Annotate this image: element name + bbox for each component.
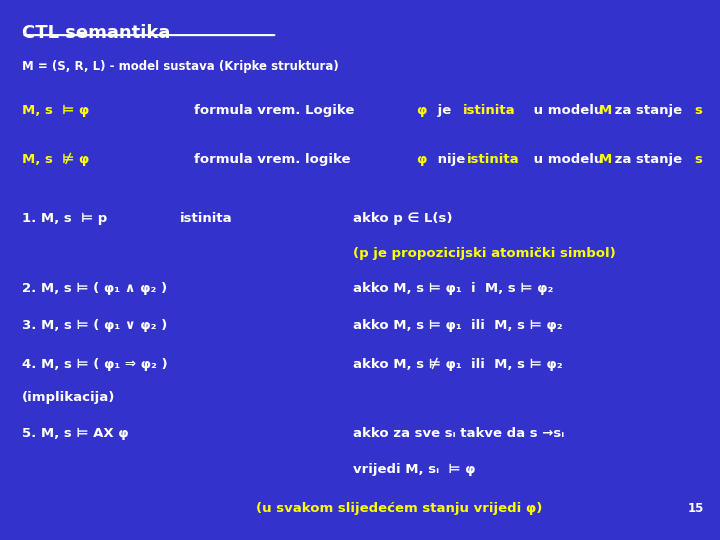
Text: (p je propozicijski atomički simbol): (p je propozicijski atomički simbol) [353, 247, 616, 260]
Text: 3. M, s ⊨ ( φ₁ ∨ φ₂ ): 3. M, s ⊨ ( φ₁ ∨ φ₂ ) [22, 319, 167, 332]
Text: φ: φ [416, 104, 426, 117]
Text: M, s  ⊭ φ: M, s ⊭ φ [22, 153, 89, 166]
Text: je: je [433, 104, 456, 117]
Text: u modelu: u modelu [529, 104, 608, 117]
Text: 5. M, s ⊨ AX φ: 5. M, s ⊨ AX φ [22, 427, 128, 440]
Text: s: s [695, 104, 703, 117]
Text: s: s [695, 153, 703, 166]
Text: (u svakom slijedećem stanju vrijedi φ): (u svakom slijedećem stanju vrijedi φ) [256, 502, 542, 515]
Text: nije: nije [433, 153, 470, 166]
Text: za stanje: za stanje [610, 153, 687, 166]
Text: (implikacija): (implikacija) [22, 392, 115, 404]
Text: CTL semantika: CTL semantika [22, 24, 170, 42]
Text: istinita: istinita [463, 104, 516, 117]
Text: vrijedi M, sᵢ  ⊨ φ: vrijedi M, sᵢ ⊨ φ [353, 463, 475, 476]
Text: u modelu: u modelu [529, 153, 608, 166]
Text: M: M [599, 153, 612, 166]
Text: akko za sve sᵢ takve da s →sᵢ: akko za sve sᵢ takve da s →sᵢ [353, 427, 564, 440]
Text: akko M, s ⊭ φ₁  ili  M, s ⊨ φ₂: akko M, s ⊭ φ₁ ili M, s ⊨ φ₂ [353, 358, 562, 371]
Text: istinita: istinita [467, 153, 519, 166]
Text: φ: φ [416, 153, 426, 166]
Text: za stanje: za stanje [610, 104, 687, 117]
Text: 1. M, s  ⊨ p: 1. M, s ⊨ p [22, 212, 107, 225]
Text: 4. M, s ⊨ ( φ₁ ⇒ φ₂ ): 4. M, s ⊨ ( φ₁ ⇒ φ₂ ) [22, 358, 167, 371]
Text: 15: 15 [688, 502, 704, 515]
Text: akko M, s ⊨ φ₁  ili  M, s ⊨ φ₂: akko M, s ⊨ φ₁ ili M, s ⊨ φ₂ [353, 319, 562, 332]
Text: M, s  ⊨ φ: M, s ⊨ φ [22, 104, 89, 117]
Text: M = (S, R, L) - model sustava (Kripke struktura): M = (S, R, L) - model sustava (Kripke st… [22, 60, 338, 73]
Text: M: M [599, 104, 612, 117]
Text: akko p ∈ L(s): akko p ∈ L(s) [353, 212, 452, 225]
Text: formula vrem. Logike: formula vrem. Logike [194, 104, 359, 117]
Text: akko M, s ⊨ φ₁  i  M, s ⊨ φ₂: akko M, s ⊨ φ₁ i M, s ⊨ φ₂ [353, 282, 553, 295]
Text: istinita: istinita [180, 212, 233, 225]
Text: formula vrem. logike: formula vrem. logike [194, 153, 356, 166]
Text: 2. M, s ⊨ ( φ₁ ∧ φ₂ ): 2. M, s ⊨ ( φ₁ ∧ φ₂ ) [22, 282, 167, 295]
